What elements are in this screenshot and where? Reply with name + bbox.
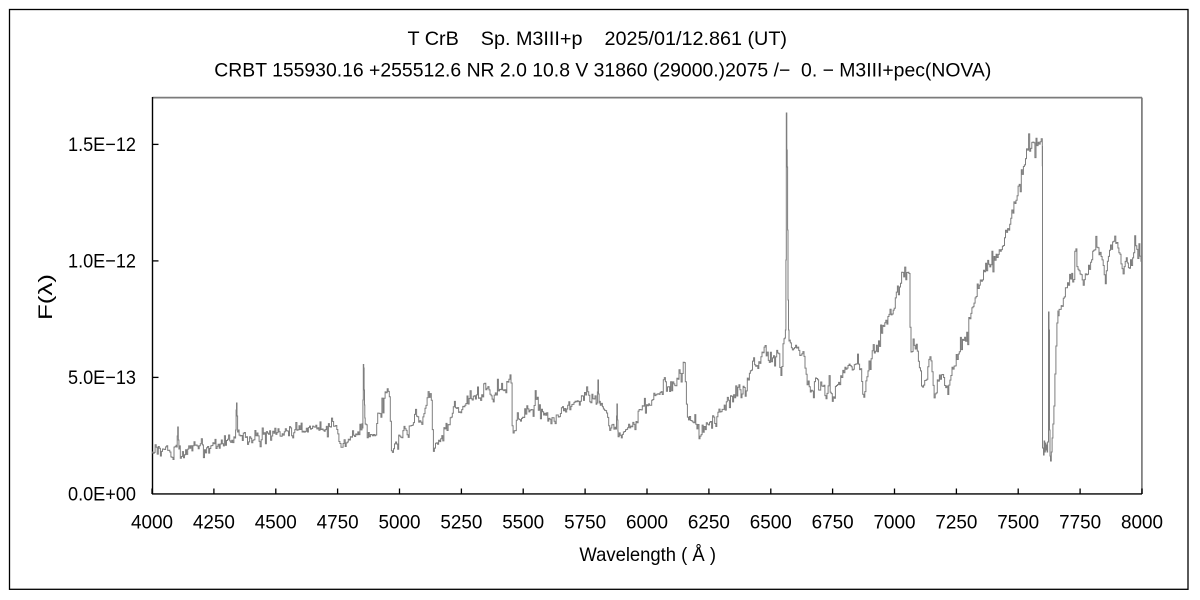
svg-text:6250: 6250 (688, 512, 730, 534)
svg-text:4750: 4750 (317, 512, 359, 534)
svg-text:7250: 7250 (935, 512, 977, 534)
svg-text:6000: 6000 (626, 512, 668, 534)
svg-text:4250: 4250 (193, 512, 235, 534)
svg-text:1.0E−12: 1.0E−12 (68, 250, 136, 272)
svg-text:4500: 4500 (255, 512, 297, 534)
svg-text:7750: 7750 (1059, 512, 1101, 534)
svg-text:Wavelength ( Å ): Wavelength ( Å ) (579, 543, 716, 566)
svg-text:7000: 7000 (874, 512, 916, 534)
svg-text:5750: 5750 (564, 512, 606, 534)
svg-text:5.0E−13: 5.0E−13 (68, 367, 136, 389)
svg-text:7500: 7500 (997, 512, 1039, 534)
svg-text:CRBT 155930.16 +255512.6 NR 2.: CRBT 155930.16 +255512.6 NR 2.0 10.8 V 3… (214, 59, 991, 81)
svg-text:5500: 5500 (502, 512, 544, 534)
svg-text:T CrB Sp. M3III+p 2025/0: T CrB Sp. M3III+p 2025/01/12.861 (UT) (408, 28, 788, 50)
svg-text:4000: 4000 (131, 512, 173, 534)
svg-text:6500: 6500 (750, 512, 792, 534)
svg-text:0.0E+00: 0.0E+00 (68, 484, 136, 506)
svg-text:5250: 5250 (440, 512, 482, 534)
svg-text:5000: 5000 (379, 512, 421, 534)
svg-text:1.5E−12: 1.5E−12 (68, 134, 136, 156)
svg-text:F(λ): F(λ) (35, 274, 57, 320)
svg-text:8000: 8000 (1121, 512, 1163, 534)
svg-text:6750: 6750 (812, 512, 854, 534)
